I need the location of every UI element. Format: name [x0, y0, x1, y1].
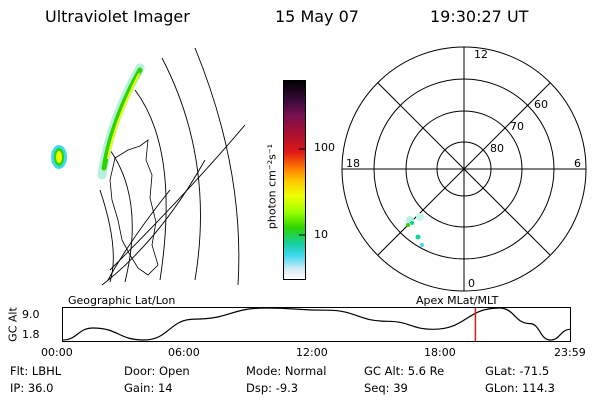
geographic-image-panel [51, 47, 246, 286]
mlt-label-12: 12 [474, 48, 488, 61]
altitude-curve [62, 307, 571, 341]
colorbar-unit-label: photon cm⁻²s⁻¹ [265, 143, 279, 230]
dsp-info: Dsp: -9.3 [246, 381, 299, 395]
grid-line [109, 149, 133, 283]
timeline-xtick-2359: 23:59 [554, 346, 586, 359]
colorbar-tick-100: 100 [314, 141, 335, 154]
timeline-xtick-1800: 18:00 [424, 346, 456, 359]
mlat-label-80: 80 [490, 142, 504, 155]
door-info: Door: Open [124, 364, 190, 378]
color-bar [283, 80, 306, 280]
gc-alt-info: GC Alt: 5.6 Re [364, 364, 445, 378]
geo-panel-label: Geographic Lat/Lon [68, 294, 176, 307]
date-label: 15 May 07 [275, 7, 359, 26]
glat-info: GLat: -71.5 [485, 364, 550, 378]
ip-info: IP: 36.0 [10, 381, 54, 395]
grid-line [134, 89, 167, 281]
continent-outline [109, 139, 159, 276]
grid-line [107, 189, 171, 281]
grid-line [109, 124, 246, 271]
time-label: 19:30:27 UT [430, 7, 529, 26]
polar-plot [341, 46, 587, 292]
timeline-axis-label: GC Alt [6, 307, 20, 342]
mlt-label-18: 18 [346, 157, 360, 170]
grid-line [99, 189, 114, 283]
filter-info: Flt: LBHL [10, 364, 62, 378]
timeline-ytick-max: 9.0 [22, 308, 40, 321]
timeline-xtick-1200: 12:00 [296, 346, 328, 359]
emission-spot [51, 145, 67, 169]
mlat-label-60: 60 [534, 98, 548, 111]
grid-line [101, 159, 206, 286]
colorbar-tick-10: 10 [314, 228, 328, 241]
timeline-xtick-0600: 06:00 [168, 346, 200, 359]
mlat-label-70: 70 [510, 120, 524, 133]
gain-info: Gain: 14 [124, 381, 173, 395]
aurora-patch [406, 213, 424, 247]
grid-line [161, 57, 201, 281]
altitude-timeline [62, 307, 571, 342]
mlt-label-6: 6 [574, 157, 581, 170]
grid-line [194, 47, 240, 286]
polar-panel-label: Apex MLat/MLT [416, 294, 499, 307]
instrument-title: Ultraviolet Imager [45, 7, 190, 26]
timeline-xtick-0000: 00:00 [41, 346, 73, 359]
glon-info: GLon: 114.3 [485, 381, 555, 395]
mlt-label-0: 0 [468, 277, 475, 290]
mode-info: Mode: Normal [246, 364, 327, 378]
seq-info: Seq: 39 [364, 381, 408, 395]
timeline-ytick-min: 1.8 [22, 328, 40, 341]
aurora-arc [97, 63, 145, 180]
